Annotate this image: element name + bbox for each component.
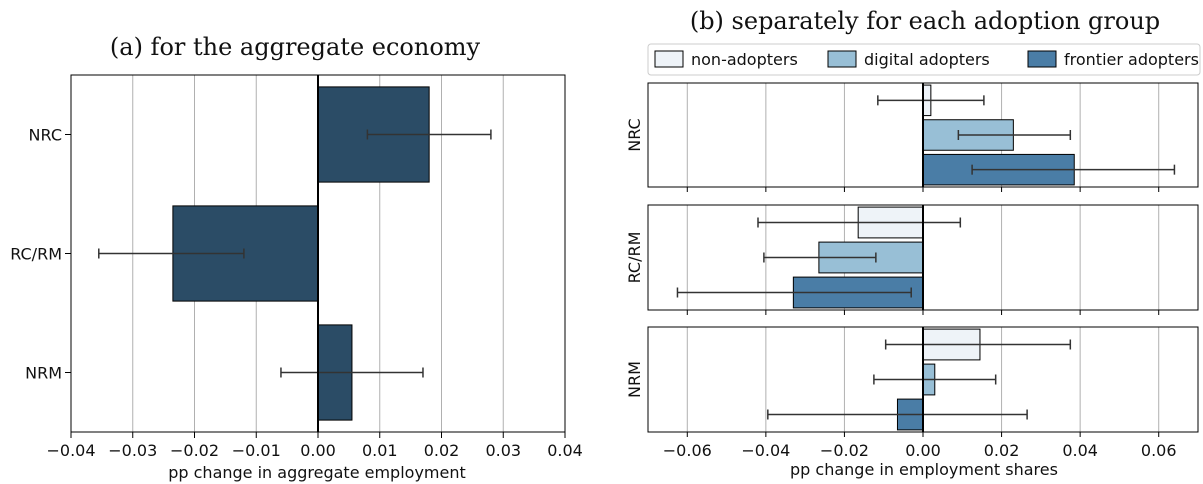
error-bar-rc-rm-non-adopters [757, 217, 962, 228]
error-bar-nrm [280, 367, 424, 378]
panel-label-rc-rm: RC/RM [625, 232, 644, 284]
x-tick-label-6: 0.02 [424, 441, 460, 460]
right-x-tick-label-3: 0.00 [905, 441, 941, 460]
panel-nrm: NRM [625, 326, 1199, 437]
legend-label-non-adopters: non-adopters [691, 50, 798, 69]
left-x-tick-labels: −0.04 −0.03 −0.02 −0.01 0.00 0.01 0.02 0.03 0.04 [46, 432, 583, 460]
right-subpanels: NRC RC/RM NRM [625, 82, 1199, 437]
panel-label-nrm: NRM [625, 361, 644, 398]
right-x-tick-labels: −0.06 −0.04 −0.02 0.00 0.02 0.04 0.06 [663, 441, 1177, 460]
right-chart-title: (b) separately for each adoption group [690, 7, 1160, 35]
legend-swatch-non-adopters [654, 50, 684, 68]
error-bar-rc-rm-frontier-adopters [676, 287, 912, 298]
x-tick-label-1: −0.03 [108, 441, 157, 460]
panel-rc-rm: RC/RM [625, 204, 1199, 315]
x-tick-label-4: 0.00 [300, 441, 336, 460]
x-tick-label-3: −0.01 [232, 441, 281, 460]
error-bar-nrc [366, 129, 492, 140]
x-tick-label-8: 0.04 [547, 441, 583, 460]
error-bar-nrm-digital-adopters [873, 374, 997, 385]
error-bar-rc-rm [98, 248, 245, 259]
left-error-bars [98, 129, 492, 378]
aggregate-economy-chart: (a) for the aggregate economy NRCRC/RMNR… [10, 33, 583, 482]
right-x-axis-label: pp change in employment shares [790, 460, 1058, 479]
left-y-tick-labels: NRC RC/RM NRM [10, 126, 71, 383]
legend-item-digital-adopters: digital adopters [827, 50, 990, 69]
x-tick-label-7: 0.03 [485, 441, 521, 460]
legend-item-frontier-adopters: frontier adopters [1027, 50, 1199, 69]
legend: non-adopters digital adopters frontier ado… [647, 43, 1201, 76]
error-bar-nrc-digital-adopters [957, 130, 1072, 140]
right-x-tick-label-1: −0.04 [741, 441, 790, 460]
error-bar-rc-rm-digital-adopters [763, 252, 877, 263]
legend-label-frontier-adopters: frontier adopters [1064, 50, 1199, 69]
adoption-group-chart: (b) separately for each adoption group n… [625, 7, 1201, 479]
error-bar-nrm-frontier-adopters [767, 409, 1028, 420]
left-x-axis-label: pp change in aggregate employment [168, 463, 466, 482]
x-tick-label-2: −0.02 [170, 441, 219, 460]
x-tick-label-5: 0.01 [362, 441, 398, 460]
panel-label-nrc: NRC [625, 118, 644, 151]
error-bar-nrm-non-adopters [884, 339, 1072, 350]
legend-swatch-digital-adopters [827, 50, 857, 68]
right-x-tick-label-6: 0.06 [1141, 441, 1177, 460]
left-chart-title: (a) for the aggregate economy [110, 33, 481, 61]
y-tick-label-nrc: NRC [29, 126, 62, 145]
right-x-tick-label-0: −0.06 [663, 441, 712, 460]
y-tick-label-rc-rm: RC/RM [10, 245, 62, 264]
panel-nrc: NRC [625, 82, 1199, 192]
error-bar-nrc-frontier-adopters [971, 164, 1176, 175]
error-bar-nrc-non-adopters [877, 95, 985, 106]
right-x-tick-label-5: 0.04 [1062, 441, 1098, 460]
legend-swatch-frontier-adopters [1027, 50, 1057, 68]
y-tick-label-nrm: NRM [25, 364, 62, 383]
legend-item-non-adopters: non-adopters [654, 50, 798, 69]
right-x-tick-label-4: 0.02 [984, 441, 1020, 460]
legend-frame [647, 43, 1201, 76]
legend-label-digital-adopters: digital adopters [864, 50, 990, 69]
right-x-tick-label-2: −0.02 [820, 441, 869, 460]
x-tick-label-0: −0.04 [46, 441, 95, 460]
